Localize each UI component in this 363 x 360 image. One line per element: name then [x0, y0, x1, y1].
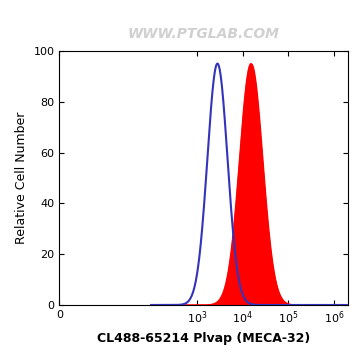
Text: WWW.PTGLAB.COM: WWW.PTGLAB.COM: [128, 27, 280, 41]
X-axis label: CL488-65214 Plvap (MECA-32): CL488-65214 Plvap (MECA-32): [97, 332, 310, 345]
Y-axis label: Relative Cell Number: Relative Cell Number: [15, 112, 28, 244]
